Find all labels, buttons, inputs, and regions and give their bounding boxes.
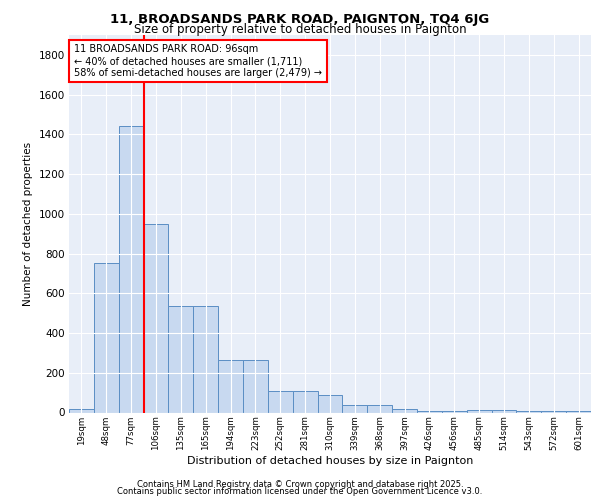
Bar	[69, 408, 94, 412]
Bar	[169, 306, 193, 412]
Bar	[392, 408, 417, 412]
Bar	[193, 306, 218, 412]
Bar	[317, 394, 343, 412]
Bar	[293, 390, 317, 412]
Bar	[218, 360, 243, 412]
Bar	[94, 264, 119, 412]
Text: 11, BROADSANDS PARK ROAD, PAIGNTON, TQ4 6JG: 11, BROADSANDS PARK ROAD, PAIGNTON, TQ4 …	[110, 12, 490, 26]
Bar	[143, 224, 169, 412]
Bar	[119, 126, 143, 412]
Bar	[417, 410, 442, 412]
Bar	[343, 404, 367, 412]
Bar	[467, 410, 491, 412]
X-axis label: Distribution of detached houses by size in Paignton: Distribution of detached houses by size …	[187, 456, 473, 466]
Bar	[491, 410, 517, 412]
Text: Contains HM Land Registry data © Crown copyright and database right 2025.: Contains HM Land Registry data © Crown c…	[137, 480, 463, 489]
Bar	[268, 390, 293, 412]
Text: 11 BROADSANDS PARK ROAD: 96sqm
← 40% of detached houses are smaller (1,711)
58% : 11 BROADSANDS PARK ROAD: 96sqm ← 40% of …	[74, 44, 322, 78]
Y-axis label: Number of detached properties: Number of detached properties	[23, 142, 33, 306]
Bar	[367, 404, 392, 412]
Bar	[243, 360, 268, 412]
Text: Size of property relative to detached houses in Paignton: Size of property relative to detached ho…	[134, 22, 466, 36]
Bar	[442, 410, 467, 412]
Bar	[541, 410, 566, 412]
Text: Contains public sector information licensed under the Open Government Licence v3: Contains public sector information licen…	[118, 488, 482, 496]
Bar	[517, 410, 541, 412]
Bar	[566, 410, 591, 412]
